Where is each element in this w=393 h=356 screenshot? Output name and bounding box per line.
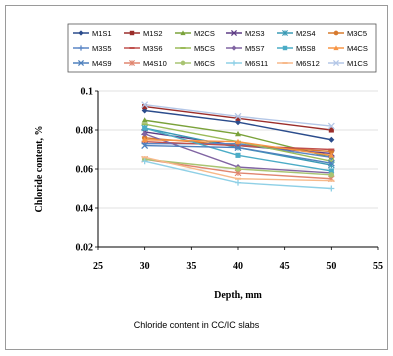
point-m4s9-2 <box>327 159 335 167</box>
y-tick-label-1: 0.04 <box>76 204 94 215</box>
legend-marker-m2s3 <box>230 29 238 37</box>
point-m6s11-1 <box>235 179 241 186</box>
x-tick-label-2: 35 <box>186 261 196 272</box>
y-tick-label-4: 0.1 <box>81 87 94 98</box>
point-m4s9-1 <box>234 144 242 152</box>
plot-area <box>141 101 335 192</box>
point-m2cs-0 <box>141 117 148 123</box>
legend-marker-m2cs <box>180 30 186 36</box>
x-tick-label-5: 50 <box>326 261 336 272</box>
x-tick-label-6: 55 <box>373 261 383 272</box>
figure-caption: Chloride content in CC/IC slabs <box>133 320 260 330</box>
point-m4cs-0 <box>141 136 148 143</box>
legend-label-m5s8: M5S8 <box>296 44 316 53</box>
legend-marker-m1s1 <box>78 30 84 36</box>
x-tick-label-3: 40 <box>233 261 243 272</box>
legend-marker-m1cs <box>332 59 340 67</box>
legend-label-m3s6: M3S6 <box>143 44 163 53</box>
point-m4cs-1 <box>235 138 241 145</box>
legend-marker-m1s2 <box>129 30 135 36</box>
legend-box <box>67 23 377 73</box>
x-tick-label-1: 30 <box>140 261 150 272</box>
point-m6s11-0 <box>141 158 148 165</box>
legend-marker-m3s5 <box>78 45 84 51</box>
y-tick-label-0: 0.02 <box>76 243 94 254</box>
point-m1s2-2 <box>328 127 334 133</box>
legend-marker-m5s8 <box>282 45 288 51</box>
legend-label-m6s12: M6S12 <box>296 59 320 68</box>
legend-marker-m4s9 <box>77 59 85 67</box>
legend-label-m4s9: M4S9 <box>92 59 112 68</box>
legend-marker-m3c5 <box>333 30 339 36</box>
legend-label-m3s5: M3S5 <box>92 44 112 53</box>
x-tick-label-4: 45 <box>280 261 290 272</box>
x-axis-title: Depth, mm <box>214 290 262 301</box>
point-m5s8-0 <box>142 125 148 131</box>
y-tick-label-2: 0.06 <box>76 165 94 176</box>
point-m5s8-1 <box>235 152 241 158</box>
point-m6cs-2 <box>328 172 335 178</box>
axes: 0.02 0.04 0.06 0.08 0.1 25 30 35 40 45 50 55 <box>76 87 384 273</box>
point-m4cs-2 <box>328 152 335 158</box>
point-m1s2-1 <box>235 115 241 121</box>
y-axis-title: Chloride content, % <box>34 126 45 213</box>
legend-label-m1s2: M1S2 <box>143 29 163 38</box>
point-m5s8-2 <box>328 168 334 174</box>
x-tick-label-0: 25 <box>93 261 103 272</box>
point-m6cs-1 <box>235 166 241 172</box>
legend-label-m4s10: M4S10 <box>143 59 167 68</box>
point-m1s1-2 <box>328 136 335 143</box>
legend-label-m5cs: M5CS <box>194 44 215 53</box>
legend-label-m5s7: M5S7 <box>245 44 265 53</box>
y-tick-label-3: 0.08 <box>76 126 94 137</box>
legend-label-m2s4: M2S4 <box>296 29 316 38</box>
legend-label-m3c5: M3C5 <box>347 29 367 38</box>
point-m1cs-2 <box>327 122 335 130</box>
legend-marker-m6cs <box>180 60 186 66</box>
legend-marker-m4cs <box>333 45 339 51</box>
legend-marker-m2s4 <box>282 30 288 36</box>
legend-label-m2cs: M2CS <box>194 29 215 38</box>
point-m1cs-1 <box>234 112 242 120</box>
legend-marker-m5s7 <box>231 45 237 51</box>
legend-label-m4cs: M4CS <box>347 44 368 53</box>
legend-marker-m6s11 <box>231 60 237 66</box>
point-m1cs-0 <box>141 101 149 109</box>
legend-label-m6cs: M6CS <box>194 59 215 68</box>
legend-label-m1s1: M1S1 <box>92 29 112 38</box>
point-m4s9-0 <box>141 142 149 150</box>
legend-label-m2s3: M2S3 <box>245 29 265 38</box>
legend-marker-m4s10 <box>129 60 135 66</box>
point-m2cs-1 <box>235 130 241 137</box>
point-m5s7-0 <box>141 130 148 137</box>
legend-label-m6s11: M6S11 <box>245 59 268 68</box>
point-m1s2-0 <box>142 104 148 110</box>
legend: M1S1 M1S2 M2CS M2S3 M2S4 M3C5 M3S5 M3S6 M5CS M5S7… <box>73 29 368 68</box>
point-m6s11-2 <box>328 185 335 192</box>
legend-label-m1cs: M1CS <box>347 59 368 68</box>
